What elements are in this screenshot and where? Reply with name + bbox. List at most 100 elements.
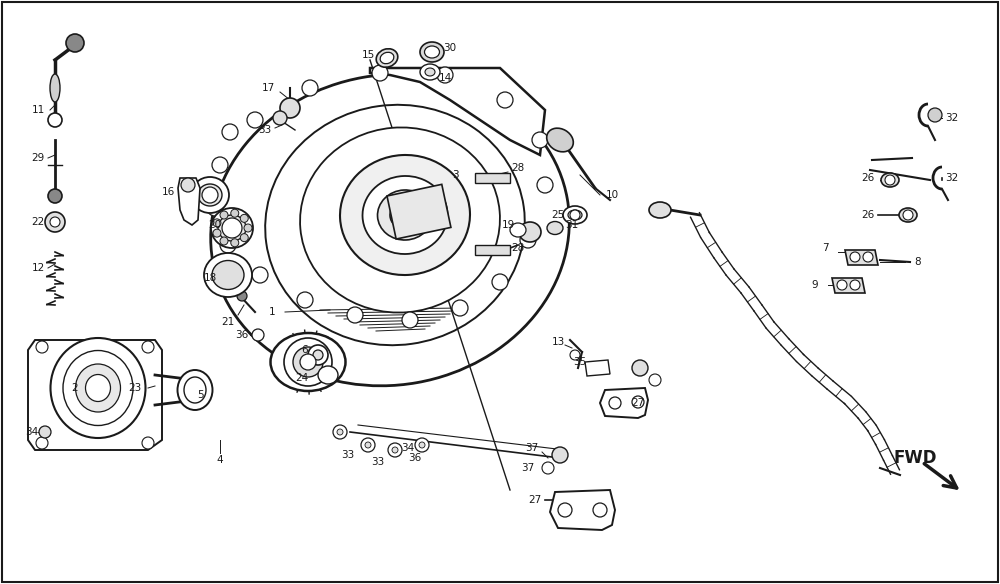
Text: 7: 7 <box>822 243 828 253</box>
Circle shape <box>284 338 332 386</box>
Circle shape <box>240 214 248 223</box>
Circle shape <box>452 300 468 316</box>
Ellipse shape <box>519 222 541 242</box>
Text: 37: 37 <box>525 443 539 453</box>
Ellipse shape <box>50 74 60 102</box>
Text: 26: 26 <box>861 210 875 220</box>
Text: 20: 20 <box>208 220 222 230</box>
Ellipse shape <box>425 68 435 76</box>
Text: 33: 33 <box>371 457 385 467</box>
Circle shape <box>885 175 895 185</box>
Ellipse shape <box>211 74 569 386</box>
Polygon shape <box>370 68 545 155</box>
Polygon shape <box>600 388 648 418</box>
Circle shape <box>273 111 287 125</box>
Text: 9: 9 <box>812 280 818 290</box>
Ellipse shape <box>198 184 222 206</box>
Circle shape <box>308 345 328 365</box>
Circle shape <box>415 438 429 452</box>
Text: 22: 22 <box>31 217 45 227</box>
Text: 37: 37 <box>521 463 535 473</box>
Ellipse shape <box>649 202 671 218</box>
Circle shape <box>252 329 264 341</box>
Circle shape <box>537 177 553 193</box>
Circle shape <box>570 210 580 220</box>
Text: 30: 30 <box>443 43 457 53</box>
Ellipse shape <box>547 128 573 152</box>
Text: 15: 15 <box>361 50 375 60</box>
Circle shape <box>45 212 65 232</box>
Circle shape <box>928 108 942 122</box>
Ellipse shape <box>300 127 500 312</box>
Circle shape <box>36 437 48 449</box>
Circle shape <box>252 267 268 283</box>
Circle shape <box>207 200 223 216</box>
Text: 10: 10 <box>605 190 619 200</box>
Circle shape <box>558 503 572 517</box>
Circle shape <box>542 462 554 474</box>
Circle shape <box>837 280 847 290</box>
Ellipse shape <box>86 374 110 402</box>
Text: 32: 32 <box>945 173 959 183</box>
Circle shape <box>402 312 418 328</box>
Ellipse shape <box>899 208 917 222</box>
Circle shape <box>293 347 323 377</box>
Circle shape <box>347 307 363 323</box>
Text: 34: 34 <box>401 443 415 453</box>
Ellipse shape <box>510 223 526 237</box>
Circle shape <box>220 211 228 219</box>
Ellipse shape <box>563 206 587 224</box>
Circle shape <box>333 425 347 439</box>
Ellipse shape <box>211 208 253 248</box>
Circle shape <box>202 187 218 203</box>
Text: 23: 23 <box>128 383 142 393</box>
Circle shape <box>419 442 425 448</box>
Circle shape <box>240 234 248 242</box>
Ellipse shape <box>63 350 133 426</box>
Text: 6: 6 <box>302 345 308 355</box>
Circle shape <box>632 360 648 376</box>
Circle shape <box>237 291 247 301</box>
Ellipse shape <box>390 201 420 229</box>
Text: 14: 14 <box>438 73 452 83</box>
Circle shape <box>313 350 323 360</box>
Text: 33: 33 <box>341 450 355 460</box>
Ellipse shape <box>378 190 432 240</box>
Ellipse shape <box>218 215 246 241</box>
Circle shape <box>361 438 375 452</box>
Ellipse shape <box>424 46 440 58</box>
Circle shape <box>220 237 236 253</box>
Ellipse shape <box>318 366 338 384</box>
Ellipse shape <box>340 155 470 275</box>
Text: 29: 29 <box>31 153 45 163</box>
Polygon shape <box>475 245 510 255</box>
Circle shape <box>337 429 343 435</box>
Text: 8: 8 <box>915 257 921 267</box>
Ellipse shape <box>212 260 244 290</box>
Circle shape <box>36 341 48 353</box>
Circle shape <box>213 229 221 237</box>
Circle shape <box>247 112 263 128</box>
Text: 11: 11 <box>31 105 45 115</box>
Circle shape <box>222 124 238 140</box>
Ellipse shape <box>184 377 206 403</box>
Text: 1: 1 <box>269 307 275 317</box>
Circle shape <box>39 426 51 438</box>
Circle shape <box>850 280 860 290</box>
Polygon shape <box>845 250 878 265</box>
Circle shape <box>570 350 580 360</box>
Circle shape <box>372 65 388 81</box>
Text: 12: 12 <box>31 263 45 273</box>
Text: 17: 17 <box>261 83 275 93</box>
Circle shape <box>552 447 568 463</box>
Text: 36: 36 <box>408 453 422 463</box>
Text: 33: 33 <box>258 125 272 135</box>
Text: 28: 28 <box>511 243 525 253</box>
Text: FWD: FWD <box>893 449 937 467</box>
Text: 26: 26 <box>861 173 875 183</box>
Ellipse shape <box>204 253 252 297</box>
Ellipse shape <box>568 210 582 220</box>
Circle shape <box>365 442 371 448</box>
Circle shape <box>244 224 252 232</box>
Text: 36: 36 <box>235 330 249 340</box>
